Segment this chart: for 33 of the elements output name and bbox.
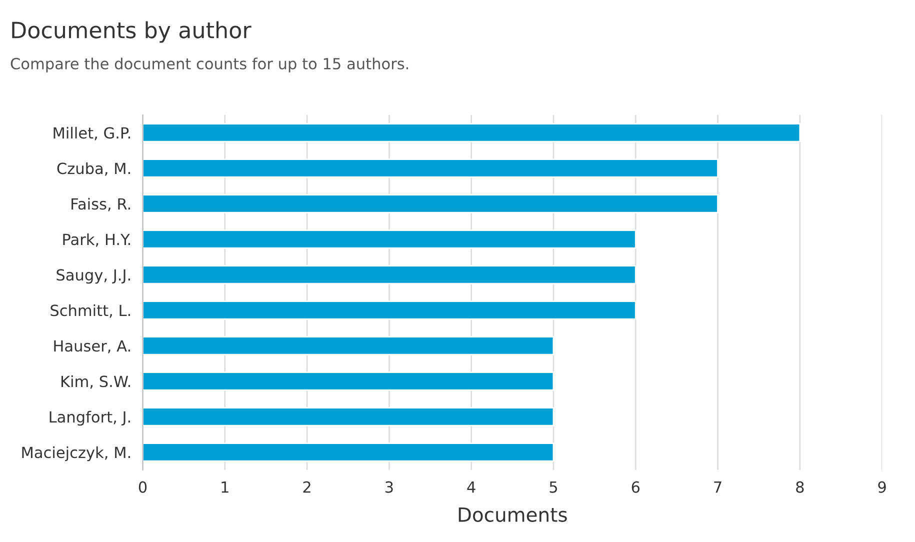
bar bbox=[142, 158, 718, 178]
x-tick-label: 9 bbox=[878, 481, 886, 493]
x-tick-label: 6 bbox=[632, 481, 640, 493]
y-tick-label: Saugy, J.J. bbox=[56, 269, 130, 284]
x-tick-label: 1 bbox=[222, 481, 228, 493]
bar bbox=[142, 123, 801, 142]
x-axis-title: Documents bbox=[458, 508, 567, 522]
x-tick-label: 3 bbox=[385, 481, 393, 493]
y-tick-label: Czuba, M. bbox=[57, 162, 130, 176]
bar bbox=[142, 265, 636, 284]
bar bbox=[142, 230, 636, 249]
bar bbox=[142, 336, 554, 356]
x-tick-label: 7 bbox=[714, 481, 722, 493]
x-tick-label: 5 bbox=[550, 481, 557, 493]
x-tick-label: 2 bbox=[303, 481, 310, 493]
y-tick-label: Maciejczyk, M. bbox=[22, 446, 130, 462]
bar bbox=[142, 442, 554, 462]
y-tick-label: Faiss, R. bbox=[72, 198, 130, 212]
x-tick-label: 4 bbox=[467, 481, 476, 493]
y-tick-label: Millet, G.P. bbox=[54, 126, 130, 140]
y-tick-label: Park, H.Y. bbox=[63, 233, 130, 247]
x-tick-label: 8 bbox=[796, 481, 804, 493]
bar bbox=[142, 372, 554, 391]
x-tick-label: 0 bbox=[138, 481, 147, 493]
chart-title: Documents by author bbox=[12, 21, 252, 43]
bar bbox=[142, 194, 718, 214]
bar bbox=[142, 407, 554, 426]
y-tick-label: Hauser, A. bbox=[54, 340, 130, 354]
chart-subtitle: Compare the document counts for up to 15 authors. bbox=[10, 58, 408, 72]
y-tick-label: Schmitt, L. bbox=[50, 304, 130, 318]
y-tick-label: Kim, S.W. bbox=[62, 375, 130, 389]
y-tick-label: Langfort, J. bbox=[50, 410, 130, 426]
bar bbox=[142, 300, 636, 320]
